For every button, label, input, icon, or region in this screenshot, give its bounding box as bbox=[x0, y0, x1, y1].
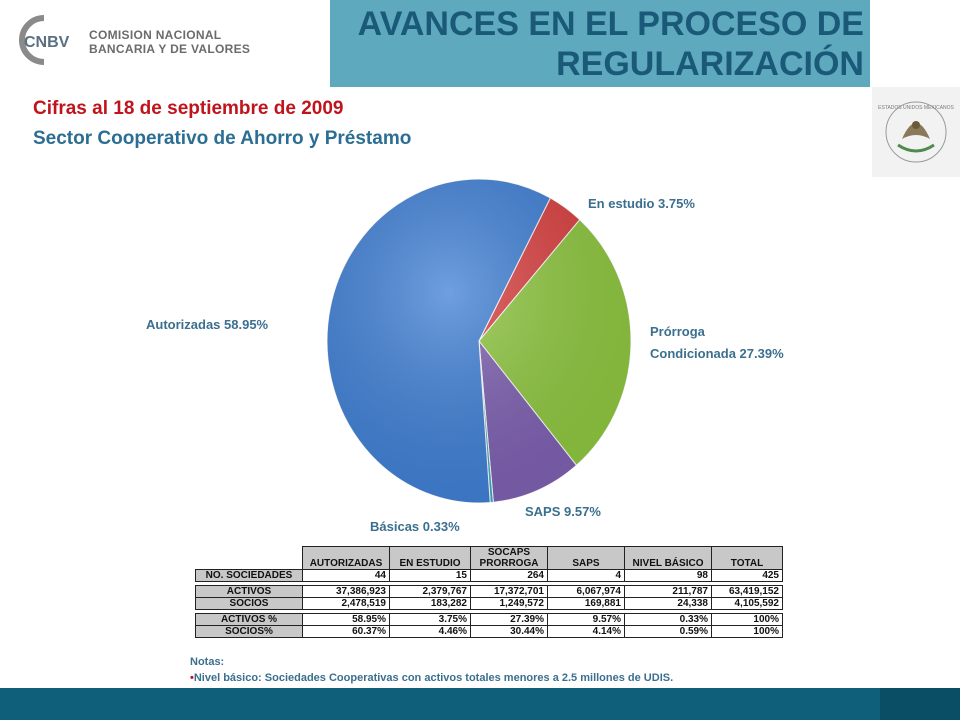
table-cell: 4.46% bbox=[389, 625, 471, 638]
sector-subtitle: Sector Cooperativo de Ahorro y Préstamo bbox=[33, 128, 412, 149]
row-label: NO. SOCIEDADES bbox=[195, 569, 303, 582]
table-cell: 100% bbox=[711, 625, 783, 638]
header-socaps-prorroga: SOCAPS PRORROGA bbox=[470, 546, 548, 570]
row-label: SOCIOS bbox=[195, 597, 303, 610]
title-bar: AVANCES EN EL PROCESO DE REGULARIZACIÓN bbox=[330, 0, 870, 87]
page-title: AVANCES EN EL PROCESO DE REGULARIZACIÓN bbox=[344, 4, 864, 84]
table-cell: 2,379,767 bbox=[389, 585, 471, 598]
slice-label-prorroga-l1: Prórroga bbox=[650, 324, 706, 339]
table-cell: 27.39% bbox=[470, 613, 548, 626]
table-cell: 4,105,592 bbox=[711, 597, 783, 610]
header-en-estudio: EN ESTUDIO bbox=[389, 546, 471, 570]
slice-label-saps: SAPS 9.57% bbox=[525, 504, 601, 519]
table-cell: 183,282 bbox=[389, 597, 471, 610]
table-cell: 63,419,152 bbox=[711, 585, 783, 598]
table-cell: 3.75% bbox=[389, 613, 471, 626]
seal-text: ESTADOS UNIDOS MEXICANOS bbox=[878, 105, 954, 111]
data-table: AUTORIZADAS EN ESTUDIO SOCAPS PRORROGA S… bbox=[195, 546, 783, 638]
table-cell: 0.59% bbox=[624, 625, 712, 638]
cnbv-logo-icon: CNBV bbox=[19, 15, 70, 65]
footer-bar bbox=[0, 688, 960, 720]
date-subtitle: Cifras al 18 de septiembre de 2009 bbox=[33, 98, 344, 119]
table-cell: 0.33% bbox=[624, 613, 712, 626]
header-total: TOTAL bbox=[711, 546, 783, 570]
brand-line1: COMISION NACIONAL bbox=[89, 28, 222, 42]
brand-line2: BANCARIA Y DE VALORES bbox=[89, 42, 251, 56]
table-cell: 211,787 bbox=[624, 585, 712, 598]
footer-accent bbox=[880, 688, 960, 720]
header-socaps-line2: PRORROGA bbox=[479, 558, 539, 569]
table-cell: 15 bbox=[389, 569, 471, 582]
table-cell: 17,372,701 bbox=[470, 585, 548, 598]
mexico-seal: ESTADOS UNIDOS MEXICANOS bbox=[872, 87, 960, 177]
eagle-seal-icon: ESTADOS UNIDOS MEXICANOS bbox=[878, 101, 955, 163]
header-nivel-basico: NIVEL BÁSICO bbox=[624, 546, 712, 570]
table-cell: 37,386,923 bbox=[302, 585, 390, 598]
table-row: SOCIOS 2,478,519 183,282 1,249,572 169,8… bbox=[195, 597, 783, 610]
table-cell: 98 bbox=[624, 569, 712, 582]
slice-label-prorroga-l2: Condicionada 27.39% bbox=[650, 346, 784, 361]
row-label: ACTIVOS % bbox=[195, 613, 303, 626]
table-cell: 9.57% bbox=[547, 613, 625, 626]
notes-heading: Notas: bbox=[190, 656, 225, 668]
table-row: ACTIVOS 37,386,923 2,379,767 17,372,701 … bbox=[195, 585, 783, 598]
header-saps: SAPS bbox=[547, 546, 625, 570]
table-cell: 44 bbox=[302, 569, 390, 582]
table-row: ACTIVOS % 58.95% 3.75% 27.39% 9.57% 0.33… bbox=[195, 613, 783, 626]
row-label: SOCIOS% bbox=[195, 625, 303, 638]
header-autorizadas: AUTORIZADAS bbox=[302, 546, 390, 570]
table-row: NO. SOCIEDADES 44 15 264 4 98 425 bbox=[195, 569, 783, 582]
slice-label-en-estudio: En estudio 3.75% bbox=[588, 196, 695, 211]
table-row: SOCIOS% 60.37% 4.46% 30.44% 4.14% 0.59% … bbox=[195, 625, 783, 638]
slice-label-autorizadas: Autorizadas 58.95% bbox=[146, 317, 269, 332]
title-line1: AVANCES EN EL PROCESO DE bbox=[357, 5, 864, 43]
table-corner bbox=[195, 546, 303, 570]
table-cell: 1,249,572 bbox=[470, 597, 548, 610]
table-cell: 169,881 bbox=[547, 597, 625, 610]
table-header-row: AUTORIZADAS EN ESTUDIO SOCAPS PRORROGA S… bbox=[195, 546, 783, 570]
table-cell: 60.37% bbox=[302, 625, 390, 638]
table-cell: 58.95% bbox=[302, 613, 390, 626]
bullet-icon: • bbox=[190, 672, 194, 684]
cnbv-logo: CNBV COMISION NACIONAL BANCARIA Y DE VAL… bbox=[14, 14, 254, 66]
row-label: ACTIVOS bbox=[195, 585, 303, 598]
logo-text: CNBV bbox=[24, 34, 70, 51]
table-cell: 2,478,519 bbox=[302, 597, 390, 610]
notes-bullet-text: Nivel básico: Sociedades Cooperativas co… bbox=[193, 672, 674, 684]
table-cell: 4.14% bbox=[547, 625, 625, 638]
table-cell: 100% bbox=[711, 613, 783, 626]
table-cell: 264 bbox=[470, 569, 548, 582]
notes-bullet: •Nivel básico: Sociedades Cooperativas c… bbox=[190, 670, 673, 686]
table-cell: 30.44% bbox=[470, 625, 548, 638]
table-cell: 24,338 bbox=[624, 597, 712, 610]
notes: Notas: •Nivel básico: Sociedades Coopera… bbox=[190, 654, 673, 686]
header-socaps-line1: SOCAPS bbox=[487, 547, 531, 558]
brand-name: COMISION NACIONAL BANCARIA Y DE VALORES bbox=[89, 28, 250, 56]
table-cell: 4 bbox=[547, 569, 625, 582]
table-cell: 425 bbox=[711, 569, 783, 582]
table-cell: 6,067,974 bbox=[547, 585, 625, 598]
slice-label-basicas: Básicas 0.33% bbox=[370, 519, 460, 534]
title-line2: REGULARIZACIÓN bbox=[556, 45, 864, 83]
